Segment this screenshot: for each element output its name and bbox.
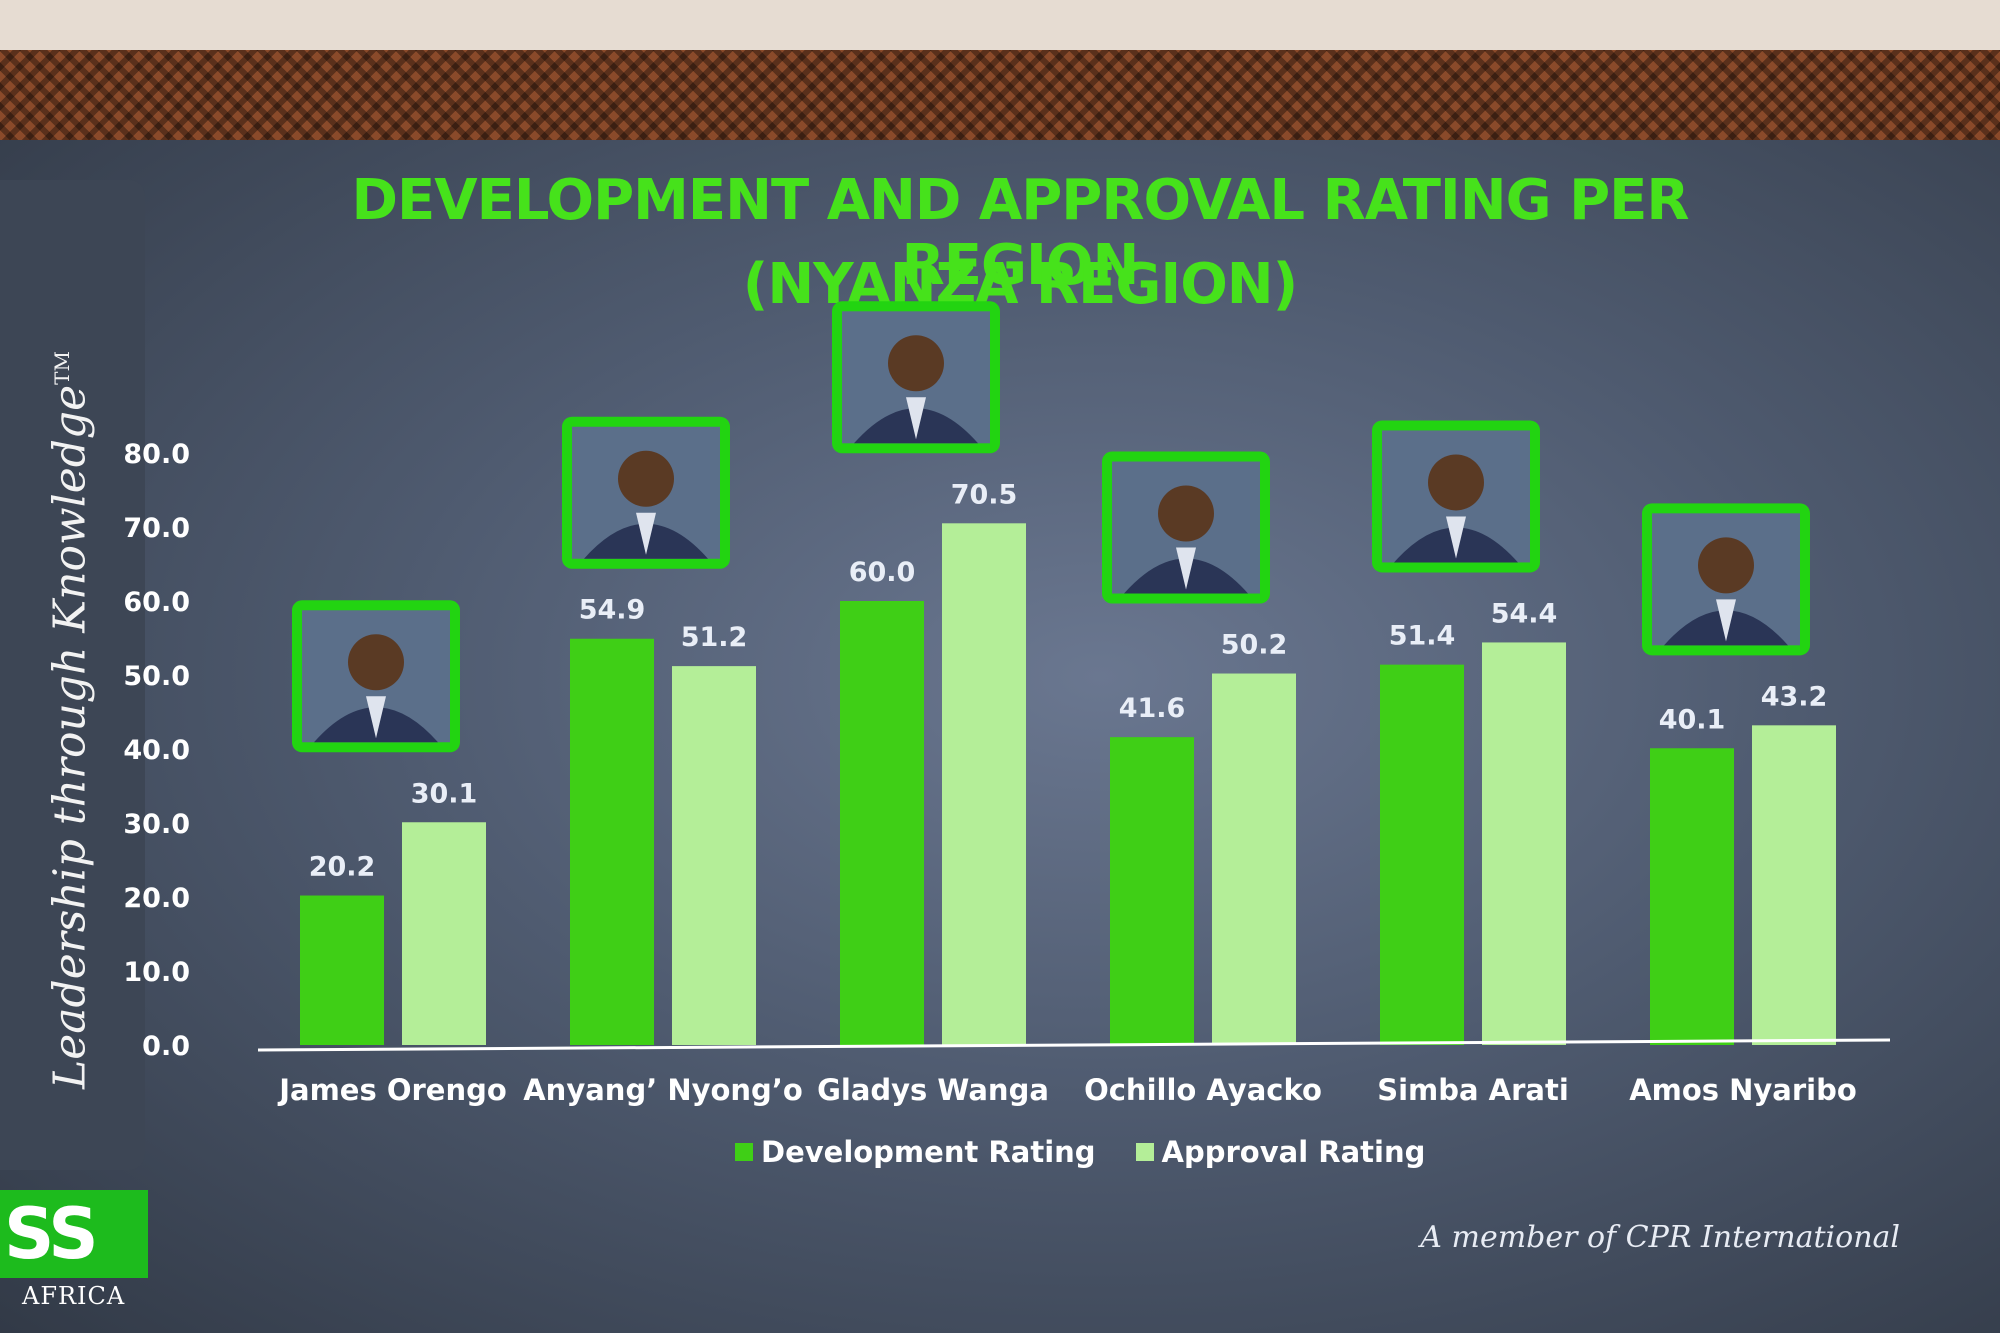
person-head xyxy=(1158,485,1214,542)
bar-approval xyxy=(1212,673,1296,1045)
legend-swatch-approval xyxy=(1135,1143,1154,1161)
person-shirt xyxy=(366,696,386,739)
bar-development xyxy=(1380,664,1464,1045)
y-tick-label: 30.0 xyxy=(123,809,190,840)
y-tick-label: 40.0 xyxy=(123,735,190,766)
legend-label-development: Development Rating xyxy=(761,1135,1096,1169)
data-label: 41.6 xyxy=(1119,693,1186,724)
y-tick-label: 0.0 xyxy=(142,1031,190,1062)
data-label: 70.5 xyxy=(951,479,1018,510)
y-tick-label: 60.0 xyxy=(123,587,190,618)
photos xyxy=(292,301,1810,753)
person-head xyxy=(1428,454,1484,511)
data-label: 60.0 xyxy=(849,557,916,588)
bar-development xyxy=(1110,737,1194,1045)
bar-approval xyxy=(402,822,486,1045)
bars: 20.2 30.1 54.9 51.2 60.0 70.5 41.6 50.2 51.4 54.4… xyxy=(300,479,1836,1045)
bar-development xyxy=(1650,748,1734,1045)
slide-sidebar xyxy=(0,180,145,1170)
y-axis: 0.0 10.0 20.0 30.0 40.0 50.0 60.0 70.0 80.0 xyxy=(123,439,190,1062)
data-label: 51.2 xyxy=(681,622,748,653)
person-shirt xyxy=(1446,516,1466,559)
person-head xyxy=(888,335,944,392)
logo-subtext: AFRICA xyxy=(22,1282,126,1310)
data-label: 54.4 xyxy=(1491,598,1558,629)
bar-development xyxy=(570,638,654,1045)
y-tick-label: 70.0 xyxy=(123,513,190,544)
bar-approval xyxy=(1482,642,1566,1045)
person-head xyxy=(1698,537,1754,594)
y-tick-label: 10.0 xyxy=(123,957,190,988)
y-tick-label: 50.0 xyxy=(123,661,190,692)
x-axis: James Orengo Anyang’ Nyong’o Gladys Wanga O… xyxy=(257,1038,1891,1107)
company-logo: SS xyxy=(0,1190,148,1278)
bar-approval xyxy=(1752,725,1836,1045)
person-shirt xyxy=(906,397,926,440)
x-tick-label: Gladys Wanga xyxy=(817,1073,1049,1107)
x-tick-label: Amos Nyaribo xyxy=(1629,1073,1857,1107)
x-tick-label: Simba Arati xyxy=(1377,1073,1569,1107)
bar-approval xyxy=(942,523,1026,1045)
x-tick-label: Ochillo Ayacko xyxy=(1084,1073,1322,1107)
person-shirt xyxy=(1176,547,1196,590)
data-label: 54.9 xyxy=(579,595,646,626)
person-shirt xyxy=(636,512,656,555)
legend-swatch-development xyxy=(735,1143,753,1161)
footer-note: A member of CPR International xyxy=(1420,1220,1900,1255)
legend-item-development: Development Rating xyxy=(735,1135,1096,1169)
person-head xyxy=(348,634,404,691)
chart-title: DEVELOPMENT AND APPROVAL RATING PER REGI… xyxy=(351,168,1690,298)
data-label: 43.2 xyxy=(1761,681,1828,712)
data-label: 51.4 xyxy=(1389,621,1456,652)
data-label: 50.2 xyxy=(1221,630,1288,661)
y-tick-label: 20.0 xyxy=(123,883,190,914)
x-tick-label: James Orengo xyxy=(277,1073,507,1107)
legend: Development Rating Approval Rating xyxy=(735,1132,1425,1172)
legend-label-approval: Approval Rating xyxy=(1161,1135,1426,1169)
logo-text: SS xyxy=(4,1193,99,1275)
bar-development xyxy=(840,601,924,1045)
x-tick-label: Anyang’ Nyong’o xyxy=(523,1073,803,1107)
legend-item-approval: Approval Rating xyxy=(1135,1135,1426,1169)
bar-development xyxy=(300,895,384,1045)
person-shirt xyxy=(1716,599,1736,642)
bar-approval xyxy=(672,666,756,1045)
room-curtain xyxy=(0,50,2000,150)
person-head xyxy=(618,450,674,507)
y-tick-label: 80.0 xyxy=(123,439,190,470)
data-label: 30.1 xyxy=(411,778,478,809)
data-label: 40.1 xyxy=(1659,704,1726,735)
data-label: 20.2 xyxy=(309,852,376,883)
x-axis-line xyxy=(257,1038,1891,1052)
